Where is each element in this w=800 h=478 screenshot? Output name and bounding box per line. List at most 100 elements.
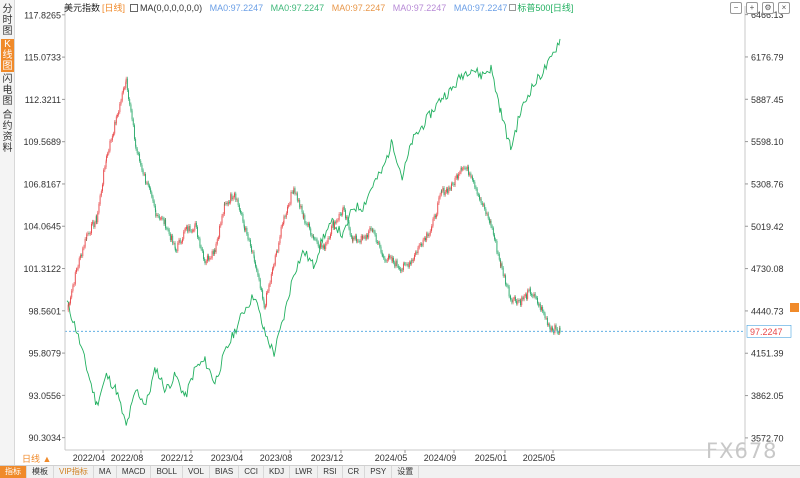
candle-body <box>356 235 357 242</box>
candle-body <box>272 268 273 275</box>
candle-body <box>237 199 239 206</box>
candle-body <box>433 215 435 220</box>
candle-body <box>384 257 386 262</box>
candle-body <box>387 255 389 260</box>
minus-icon[interactable]: − <box>730 2 742 14</box>
candle-body <box>407 263 409 267</box>
tab-kdj[interactable]: KDJ <box>264 466 291 478</box>
candle-body <box>318 246 320 248</box>
candle-body <box>427 233 429 237</box>
candle-body <box>240 209 241 213</box>
candle-body <box>325 243 327 250</box>
candle-body <box>109 140 111 151</box>
candle-body <box>251 246 253 252</box>
left-tick-label: 98.5601 <box>28 306 61 316</box>
tab-contract-info[interactable]: 合约资料 <box>2 110 13 154</box>
candle-body <box>469 173 471 175</box>
tab-cr[interactable]: CR <box>343 466 366 478</box>
price-chart[interactable]: 117.8265 115.0733 112.3211 109.5689 106.8167… <box>0 0 800 465</box>
candle-body <box>452 183 454 185</box>
candle-body <box>145 182 147 184</box>
window-controls: − + ⚙ × <box>730 2 790 14</box>
tab-boll[interactable]: BOLL <box>151 466 183 478</box>
candle-body <box>360 235 362 243</box>
candle-body <box>264 305 266 308</box>
period-selector[interactable]: 日线 ▲ <box>22 454 52 464</box>
candle-body <box>306 223 308 226</box>
candle-body <box>411 260 413 264</box>
candle-body <box>307 223 309 226</box>
candle-body <box>214 250 215 255</box>
right-tick-label: 5887.45 <box>751 95 784 105</box>
candle-body <box>335 222 337 223</box>
candle-body <box>485 208 487 215</box>
tab-kline[interactable]: K线图 <box>1 39 14 72</box>
candle-body <box>200 246 202 249</box>
candle-body <box>316 239 318 243</box>
candle-body <box>93 221 95 228</box>
candle-body <box>270 274 272 283</box>
candle-body <box>88 233 90 234</box>
tab-vip-indicators[interactable]: VIP指标 <box>54 466 94 478</box>
candle-body <box>234 193 236 196</box>
candle-body <box>486 213 488 215</box>
candle-body <box>253 256 255 262</box>
tab-bias[interactable]: BIAS <box>210 466 240 478</box>
tab-indicators[interactable]: 指标 <box>0 466 27 478</box>
right-tick-label: 6466.13 <box>751 10 784 20</box>
candle-body <box>217 237 219 240</box>
candle-body <box>252 251 254 253</box>
compare-close-icon[interactable] <box>509 4 517 11</box>
candle-body <box>559 327 561 332</box>
right-tick-label: 4151.39 <box>751 349 784 359</box>
candle-body <box>158 216 160 219</box>
tab-macd[interactable]: MACD <box>117 466 152 478</box>
candle-body <box>441 191 443 192</box>
candle-body <box>444 191 446 195</box>
candle-body <box>511 299 513 303</box>
tab-vol[interactable]: VOL <box>183 466 210 478</box>
candle-body <box>520 300 522 306</box>
candle-body <box>115 116 117 124</box>
candle-body <box>266 292 268 306</box>
x-tick-label: 2022/04 <box>73 453 106 463</box>
candle-body <box>174 242 176 249</box>
candle-body <box>209 257 211 260</box>
candle-body <box>401 269 403 271</box>
tab-ma[interactable]: MA <box>94 466 117 478</box>
candle-body <box>484 204 486 209</box>
candle-body <box>423 238 425 240</box>
candle-body <box>295 193 297 194</box>
tab-settings[interactable]: 设置 <box>392 466 420 478</box>
tab-cci[interactable]: CCI <box>239 466 264 478</box>
candle-body <box>298 200 299 201</box>
tab-psy[interactable]: PSY <box>365 466 393 478</box>
candle-body <box>197 227 198 238</box>
tab-templates[interactable]: 模板 <box>27 466 54 478</box>
candle-body <box>464 167 466 169</box>
candle-body <box>411 260 413 262</box>
candle-body <box>68 303 70 305</box>
candle-body <box>210 257 212 259</box>
candle-body <box>232 197 234 200</box>
candle-body <box>143 173 145 175</box>
candle-body <box>369 227 371 232</box>
candle-body <box>124 87 126 89</box>
candle-body <box>404 263 406 265</box>
tab-timeshare[interactable]: 分时图 <box>2 4 13 37</box>
tab-lightning[interactable]: 闪电图 <box>2 74 13 107</box>
candle-body <box>350 234 352 238</box>
candle-body <box>73 283 75 286</box>
candle-body <box>216 239 218 244</box>
candle-body <box>326 242 328 244</box>
candle-body <box>287 206 288 214</box>
settings-icon[interactable]: ⚙ <box>762 2 774 14</box>
plus-icon[interactable]: + <box>746 2 758 14</box>
tab-rsi[interactable]: RSI <box>318 466 343 478</box>
candle-body <box>418 244 420 248</box>
close-icon[interactable]: × <box>778 2 790 14</box>
candle-body <box>382 255 383 256</box>
candle-body <box>448 187 450 193</box>
ma-icon <box>130 4 139 12</box>
tab-lwr[interactable]: LWR <box>290 466 319 478</box>
